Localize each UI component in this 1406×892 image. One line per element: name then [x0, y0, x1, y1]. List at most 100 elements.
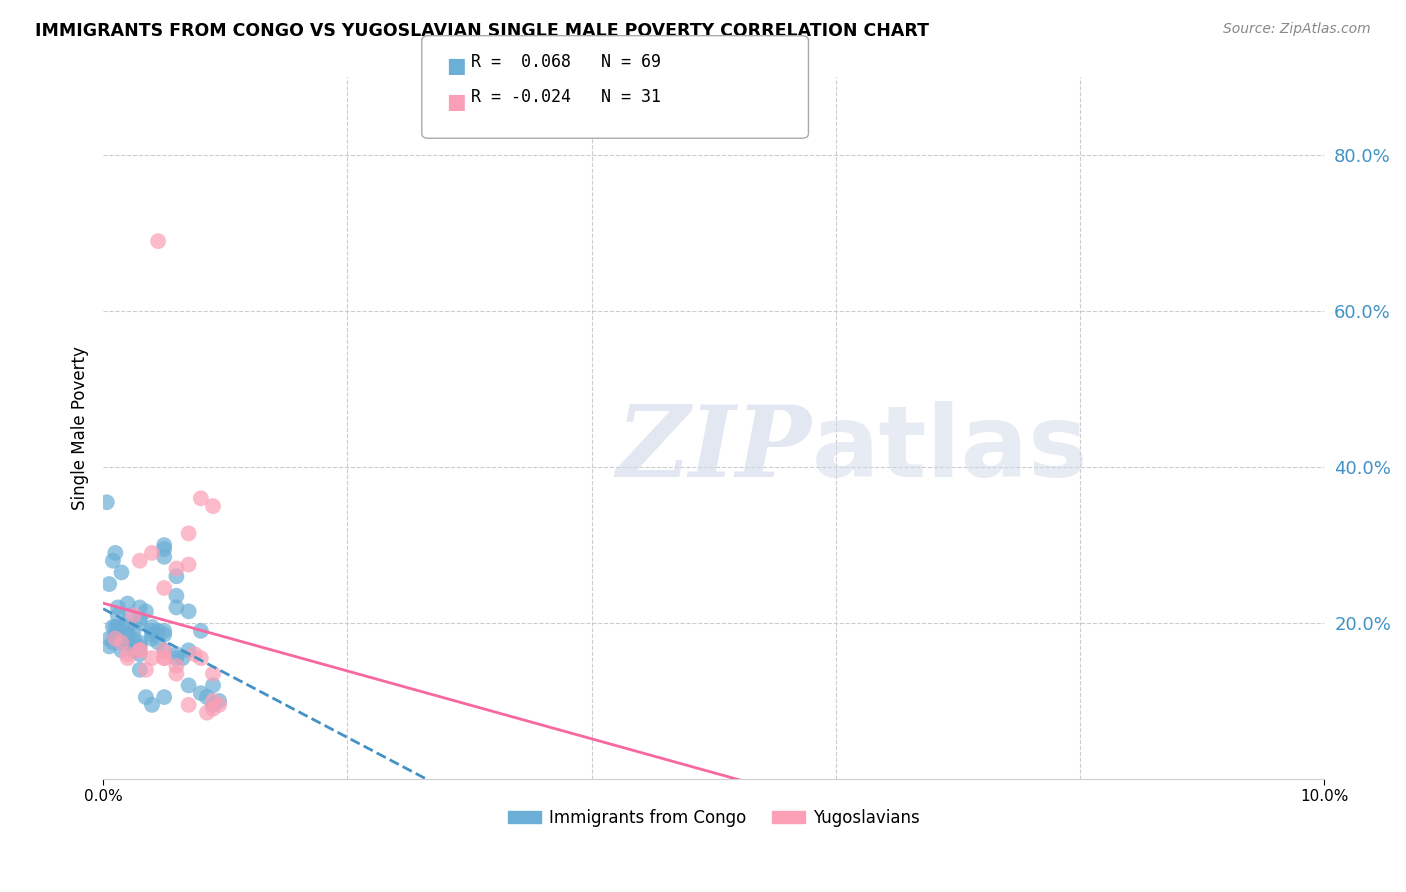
Point — [165, 561, 187, 575]
Text: atlas: atlas — [811, 401, 1088, 498]
Point — [128, 643, 150, 657]
Point — [128, 612, 150, 626]
Text: ■: ■ — [446, 92, 465, 112]
Point — [153, 690, 176, 704]
Point — [110, 632, 132, 646]
Point — [141, 651, 163, 665]
Point — [153, 541, 176, 556]
Point — [177, 558, 200, 572]
Point — [202, 499, 225, 513]
Point — [146, 234, 169, 248]
Point — [128, 643, 150, 657]
Point — [141, 698, 163, 712]
Point — [195, 690, 218, 704]
Point — [107, 600, 129, 615]
Text: R = -0.024   N = 31: R = -0.024 N = 31 — [471, 88, 661, 106]
Point — [153, 643, 176, 657]
Point — [122, 624, 145, 638]
Point — [118, 608, 141, 623]
Point — [128, 663, 150, 677]
Point — [202, 678, 225, 692]
Point — [117, 647, 139, 661]
Text: ZIP: ZIP — [616, 401, 811, 498]
Point — [96, 495, 118, 509]
Point — [107, 608, 129, 623]
Point — [128, 647, 150, 661]
Point — [101, 620, 124, 634]
Point — [165, 659, 187, 673]
Point — [104, 620, 127, 634]
Point — [153, 538, 176, 552]
Point — [110, 643, 132, 657]
Point — [177, 643, 200, 657]
Point — [190, 686, 212, 700]
Point — [104, 632, 127, 646]
Point — [98, 632, 121, 646]
Point — [110, 635, 132, 649]
Point — [153, 581, 176, 595]
Point — [190, 491, 212, 506]
Point — [122, 643, 145, 657]
Point — [202, 694, 225, 708]
Text: IMMIGRANTS FROM CONGO VS YUGOSLAVIAN SINGLE MALE POVERTY CORRELATION CHART: IMMIGRANTS FROM CONGO VS YUGOSLAVIAN SIN… — [35, 22, 929, 40]
Point — [128, 615, 150, 630]
Point — [128, 554, 150, 568]
Point — [110, 635, 132, 649]
Point — [141, 632, 163, 646]
Point — [153, 549, 176, 564]
Point — [195, 706, 218, 720]
Point — [135, 663, 157, 677]
Point — [122, 643, 145, 657]
Point — [183, 647, 205, 661]
Point — [122, 632, 145, 646]
Point — [153, 624, 176, 638]
Point — [98, 640, 121, 654]
Y-axis label: Single Male Poverty: Single Male Poverty — [72, 346, 89, 510]
Point — [202, 698, 225, 712]
Point — [107, 620, 129, 634]
Point — [117, 628, 139, 642]
Point — [153, 643, 176, 657]
Point — [208, 694, 231, 708]
Point — [165, 651, 187, 665]
Point — [114, 632, 136, 646]
Point — [202, 702, 225, 716]
Point — [117, 597, 139, 611]
Point — [190, 624, 212, 638]
Text: R =  0.068   N = 69: R = 0.068 N = 69 — [471, 53, 661, 70]
Point — [153, 651, 176, 665]
Point — [104, 632, 127, 646]
Point — [177, 604, 200, 618]
Legend: Immigrants from Congo, Yugoslavians: Immigrants from Congo, Yugoslavians — [501, 803, 927, 834]
Point — [117, 635, 139, 649]
Point — [165, 600, 187, 615]
Point — [117, 628, 139, 642]
Point — [190, 651, 212, 665]
Point — [141, 620, 163, 634]
Point — [104, 546, 127, 560]
Point — [101, 635, 124, 649]
Point — [208, 698, 231, 712]
Point — [202, 666, 225, 681]
Point — [117, 620, 139, 634]
Point — [98, 577, 121, 591]
Point — [128, 640, 150, 654]
Point — [165, 589, 187, 603]
Point — [101, 554, 124, 568]
Text: ■: ■ — [446, 56, 465, 76]
Point — [165, 666, 187, 681]
Point — [110, 566, 132, 580]
Point — [165, 569, 187, 583]
Text: Source: ZipAtlas.com: Source: ZipAtlas.com — [1223, 22, 1371, 37]
Point — [135, 604, 157, 618]
Point — [165, 647, 187, 661]
Point — [110, 620, 132, 634]
Point — [172, 651, 194, 665]
Point — [135, 690, 157, 704]
Point — [128, 600, 150, 615]
Point — [146, 635, 169, 649]
Point — [122, 608, 145, 623]
Point — [141, 546, 163, 560]
Point — [177, 678, 200, 692]
Point — [104, 628, 127, 642]
